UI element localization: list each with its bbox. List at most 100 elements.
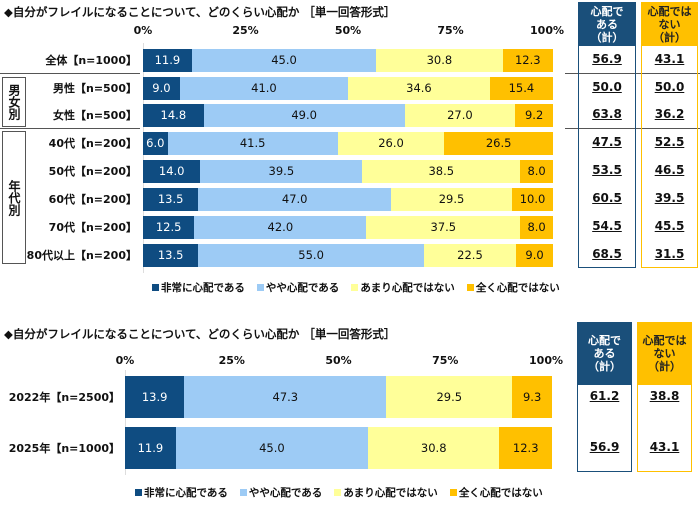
total-no-value: 52.5 xyxy=(654,135,685,149)
row-label: 80代以上【n=200】 xyxy=(26,249,137,262)
legend-swatch xyxy=(135,489,142,496)
bar-segment: 9.0 xyxy=(516,243,553,267)
bar-segment: 13.9 xyxy=(125,376,185,418)
row-label: 40代【n=200】 xyxy=(48,137,137,150)
legend-swatch xyxy=(256,284,264,291)
bar-segment: 9.2 xyxy=(515,103,553,127)
x-tick-label: 75% xyxy=(432,354,459,367)
row-label: 男性【n=500】 xyxy=(52,82,137,95)
legend-item: あまり心配ではない xyxy=(334,485,438,500)
total-yes-value: 50.0 xyxy=(592,80,622,94)
group-separator xyxy=(0,73,140,74)
bar-segment: 13.5 xyxy=(143,243,199,267)
legend-item: あまり心配ではない xyxy=(351,280,455,295)
plot-axis xyxy=(125,370,126,475)
total-yes-value: 53.5 xyxy=(592,163,622,177)
legend: 非常に心配である やや心配である あまり心配ではない 全く心配ではない xyxy=(152,280,560,295)
total-yes-value: 47.5 xyxy=(592,135,622,149)
row-label: 50代【n=200】 xyxy=(48,165,137,178)
bar-segment: 9.3 xyxy=(512,376,552,418)
legend: 非常に心配である やや心配である あまり心配ではない 全く心配ではない xyxy=(135,485,543,500)
legend-label: 非常に心配である xyxy=(144,487,228,499)
bar-segment: 30.8 xyxy=(367,427,500,469)
total-yes-value: 63.8 xyxy=(592,107,622,121)
legend-item: 全く心配ではない xyxy=(449,485,543,500)
total-yes-value: 60.5 xyxy=(592,191,622,205)
group-separator xyxy=(565,73,700,74)
legend-label: やや心配である xyxy=(248,487,323,499)
bar-segment: 47.3 xyxy=(184,376,387,418)
total-no-value: 46.5 xyxy=(654,163,685,177)
legend-label: 全く心配ではない xyxy=(458,487,543,499)
legend-item: 非常に心配である xyxy=(152,280,245,295)
legend-label: 非常に心配である xyxy=(161,282,245,294)
row-label: 女性【n=500】 xyxy=(52,109,137,122)
legend-label: あまり心配ではない xyxy=(343,487,438,499)
legend-swatch xyxy=(449,489,457,496)
legend-swatch xyxy=(466,284,474,291)
legend-label: あまり心配ではない xyxy=(360,282,455,294)
total-no-value: 38.8 xyxy=(649,389,680,403)
x-tick-label: 50% xyxy=(325,354,352,367)
total-yes-header: 心配で ある （計） xyxy=(577,322,632,385)
bar-segment: 8.0 xyxy=(520,159,553,183)
legend-item: やや心配である xyxy=(256,280,340,295)
x-tick-label: 25% xyxy=(232,24,259,37)
group-separator xyxy=(0,128,140,129)
total-no-header: 心配では ない （計） xyxy=(641,2,698,46)
bar-segment: 30.8 xyxy=(376,48,503,72)
bar-segment: 6.0 xyxy=(143,131,168,155)
bar-segment: 26.5 xyxy=(444,131,553,155)
bar-segment: 38.5 xyxy=(362,159,521,183)
legend-swatch xyxy=(334,489,342,496)
x-tick-label: 100% xyxy=(530,24,564,37)
bar-segment: 12.5 xyxy=(143,215,195,239)
legend-swatch xyxy=(239,489,247,496)
bar-segment: 26.0 xyxy=(337,131,445,155)
bar-segment: 11.9 xyxy=(143,48,192,72)
total-yes-value: 56.9 xyxy=(589,440,620,454)
bar-segment: 12.3 xyxy=(502,48,553,72)
x-tick-label: 25% xyxy=(218,354,245,367)
total-no-header: 心配では ない （計） xyxy=(637,322,692,385)
x-tick-label: 0% xyxy=(115,354,135,367)
total-no-value: 45.5 xyxy=(654,219,685,233)
group-separator xyxy=(565,128,700,129)
bar-segment: 45.0 xyxy=(175,427,368,469)
group-label: 男女別 xyxy=(2,77,26,127)
x-tick-label: 75% xyxy=(437,24,464,37)
total-yes-value: 56.9 xyxy=(592,52,622,66)
legend-label: やや心配である xyxy=(265,282,340,294)
total-yes-header: 心配で ある （計） xyxy=(578,2,636,46)
x-tick-label: 50% xyxy=(334,24,362,37)
bar-segment: 13.5 xyxy=(143,187,199,211)
bar-segment: 49.0 xyxy=(203,103,405,127)
bar-segment: 34.6 xyxy=(348,76,490,100)
chart-title: ◆自分がフレイルになることについて、どのくらい心配か ［単一回答形式］ xyxy=(4,327,396,341)
bar-segment: 41.5 xyxy=(167,131,338,155)
bar-segment: 42.0 xyxy=(194,215,367,239)
bar-segment: 22.5 xyxy=(423,243,517,267)
bar-segment: 8.0 xyxy=(520,215,553,239)
legend-swatch xyxy=(351,284,359,291)
total-no-value: 50.0 xyxy=(654,80,685,94)
row-label: 全体【n=1000】 xyxy=(45,54,137,67)
bar-segment: 27.0 xyxy=(404,103,516,127)
legend-item: やや心配である xyxy=(239,485,323,500)
bar-segment: 9.0 xyxy=(143,76,180,100)
total-no-value: 43.1 xyxy=(654,52,685,66)
total-yes-value: 68.5 xyxy=(592,247,622,261)
group-label: 年代別 xyxy=(2,131,26,264)
total-no-value: 39.5 xyxy=(654,191,685,205)
bar-segment: 45.0 xyxy=(191,48,377,72)
chart-title: ◆自分がフレイルになることについて、どのくらい心配か ［単一回答形式］ xyxy=(4,5,396,19)
total-no-value: 31.5 xyxy=(654,247,685,261)
row-label: 70代【n=200】 xyxy=(48,221,137,234)
total-yes-value: 54.5 xyxy=(592,219,622,233)
legend-label: 全く心配ではない xyxy=(475,282,560,294)
row-label: 60代【n=200】 xyxy=(48,193,137,206)
bar-segment: 15.4 xyxy=(489,76,553,100)
legend-item: 非常に心配である xyxy=(135,485,228,500)
total-no-value: 43.1 xyxy=(649,440,680,454)
bar-segment: 41.0 xyxy=(179,76,348,100)
